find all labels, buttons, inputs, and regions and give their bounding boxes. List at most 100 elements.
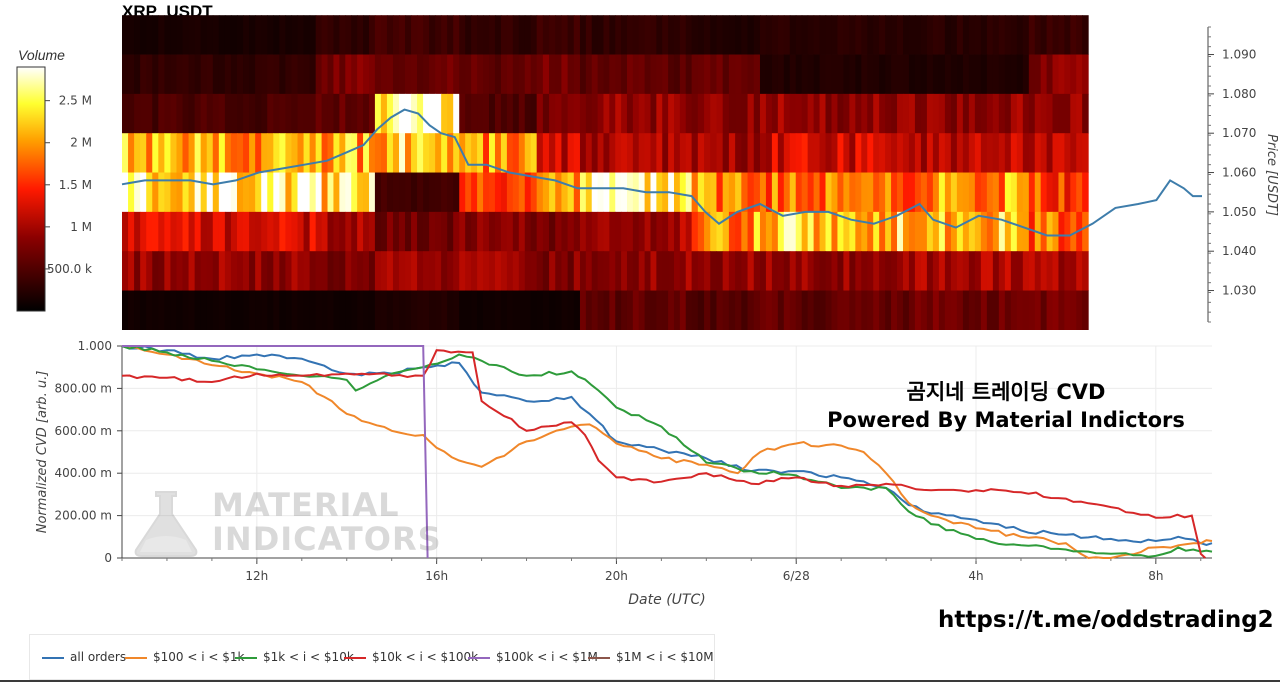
heatmap-cell <box>170 15 178 55</box>
heatmap-cell <box>465 251 472 291</box>
heatmap-cell <box>267 290 274 330</box>
heatmap-cell <box>710 15 718 55</box>
heatmap-cell <box>500 54 508 95</box>
legend-label: all orders <box>70 650 127 664</box>
heatmap-cell <box>194 251 202 291</box>
heatmap-cell <box>716 54 724 95</box>
heatmap-cell <box>668 133 675 173</box>
legend-item[interactable]: $100k < i < $1M <box>468 650 598 664</box>
heatmap-cell <box>891 54 898 95</box>
heatmap-cell <box>673 211 681 252</box>
heatmap-cell <box>399 15 406 55</box>
heatmap-cell <box>735 251 742 291</box>
heatmap-cell <box>297 93 305 134</box>
heatmap-cell <box>735 15 742 55</box>
heatmap-cell <box>224 172 232 213</box>
heatmap-cell <box>542 251 550 291</box>
heatmap-cell <box>194 172 202 213</box>
heatmap-cell <box>297 54 305 95</box>
heatmap-cell <box>968 211 976 252</box>
heatmap-cell <box>638 15 646 55</box>
legend-item[interactable]: $10k < i < $100k <box>344 650 478 664</box>
heatmap-cell <box>465 54 472 95</box>
heatmap-cell <box>621 133 628 173</box>
heatmap-cell <box>728 54 736 95</box>
heatmap-cell <box>321 251 329 291</box>
heatmap-cell <box>297 290 305 330</box>
heatmap-cell <box>1016 93 1024 134</box>
heatmap-cell <box>122 211 129 252</box>
heatmap-cell <box>1064 290 1071 330</box>
heatmap-cell <box>626 15 634 55</box>
heatmap-cell <box>813 54 821 95</box>
heatmap-cell <box>710 211 718 252</box>
heatmap-cell <box>368 133 376 173</box>
heatmap-cell <box>339 54 346 95</box>
heatmap-cell <box>435 211 442 252</box>
heatmap-cell <box>938 93 946 134</box>
legend-item[interactable]: $1k < i < $10k <box>235 650 354 664</box>
heatmap-cell <box>411 54 418 95</box>
heatmap-cell <box>891 133 898 173</box>
heatmap-cell <box>459 251 466 291</box>
heatmap-cell <box>236 290 244 330</box>
heatmap-cell <box>243 15 250 55</box>
heatmap-cell <box>555 172 563 213</box>
heatmap-cell <box>1004 211 1012 252</box>
heatmap-cell <box>218 133 226 173</box>
price-tick-label: 1.030 <box>1222 284 1256 298</box>
heatmap-cell <box>386 172 394 213</box>
heatmap-cell <box>291 93 299 134</box>
heatmap-cell <box>831 211 839 252</box>
heatmap-cell <box>968 172 976 213</box>
heatmap-cell <box>411 172 418 213</box>
telegram-link[interactable]: https://t.me/oddstrading2 <box>938 607 1274 633</box>
heatmap-cell <box>716 172 724 213</box>
heatmap-cell <box>423 172 430 213</box>
cvd-x-tick-label: 8h <box>1148 569 1163 583</box>
heatmap-cell <box>716 211 724 252</box>
heatmap-cell <box>1046 133 1054 173</box>
heatmap-cell <box>837 251 844 291</box>
heatmap-cell <box>765 15 773 55</box>
heatmap-cell <box>561 251 569 291</box>
price-volume-heatmap[interactable]: 500.0 k1 M1.5 M2 M2.5 M 1.0301.0401.0501… <box>0 0 1280 330</box>
heatmap-cell <box>1028 133 1036 173</box>
heatmap-cell <box>555 211 563 252</box>
heatmap-cell <box>759 172 767 213</box>
heatmap-cell <box>1058 172 1065 213</box>
heatmap-cell <box>849 93 856 134</box>
heatmap-cell <box>1004 251 1012 291</box>
heatmap-cell <box>950 54 958 95</box>
legend-item[interactable]: all orders <box>42 650 126 664</box>
heatmap-cell <box>512 251 520 291</box>
heatmap-cell <box>685 133 693 173</box>
heatmap-cell <box>849 172 856 213</box>
heatmap-cell <box>357 211 364 252</box>
heatmap-cell <box>261 15 268 55</box>
heatmap-cell <box>956 290 964 330</box>
heatmap-cell <box>615 93 622 134</box>
heatmap-cell <box>992 54 1000 95</box>
legend-swatch <box>42 656 64 659</box>
heatmap-cell <box>962 15 970 55</box>
legend-label: $1M < i < $10M <box>616 650 714 664</box>
heatmap-cell <box>212 211 220 252</box>
heatmap-cell <box>1070 15 1077 55</box>
legend-item[interactable]: $1M < i < $10M <box>588 650 714 664</box>
heatmap-cell <box>1076 172 1083 213</box>
cvd-y-label: Normalized CVD [arb. u.] <box>35 371 50 534</box>
heatmap-cell <box>182 133 190 173</box>
heatmap-cell <box>968 251 976 291</box>
heatmap-cell <box>405 290 412 330</box>
heatmap-cell <box>224 15 232 55</box>
heatmap-cell <box>243 172 250 213</box>
heatmap-cell <box>392 251 400 291</box>
heatmap-cell <box>176 211 184 252</box>
heatmap-cell <box>447 290 454 330</box>
heatmap-cell <box>309 93 317 134</box>
heatmap-cell <box>632 290 640 330</box>
heatmap-cell <box>783 251 791 291</box>
legend-item[interactable]: $100 < i < $1k <box>125 650 244 664</box>
cvd-line-chart[interactable]: 0 200.00 m 400.00 m 600.00 m 800.00 m 1.000 1… <box>0 330 1280 620</box>
